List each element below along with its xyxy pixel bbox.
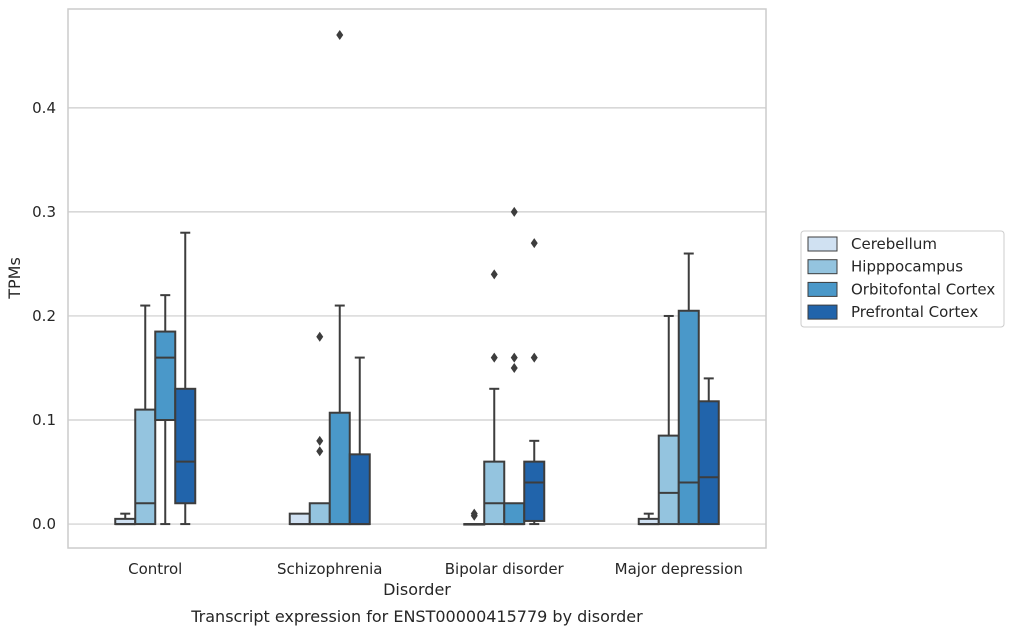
box-group (154, 294, 177, 526)
legend: Cerebellum Hipppocampus Orbitofontal Corte… (800, 230, 1005, 328)
chart-title: Transcript expression for ENST0000041577… (190, 607, 643, 626)
outlier-point (510, 362, 518, 373)
box-group (288, 512, 311, 526)
boxes (114, 30, 720, 526)
x-tick-label: Control (128, 560, 182, 578)
outlier-point (530, 352, 538, 363)
box-group (697, 377, 720, 526)
x-tick-label: Major depression (615, 560, 743, 578)
box (503, 502, 526, 526)
plot-frame (67, 8, 767, 549)
outlier-point (510, 352, 518, 363)
outlier-point (316, 331, 324, 342)
y-axis-ticks: 0.0 0.1 0.2 0.3 0.4 (32, 99, 56, 533)
y-tick-label: 0.2 (32, 307, 56, 325)
box (308, 502, 331, 526)
x-axis-ticks: Control Schizophrenia Bipolar disorder Majo… (128, 560, 743, 578)
box-group (134, 304, 157, 526)
box-group (483, 269, 506, 526)
legend-entries: Cerebellum Hipppocampus Orbitofontal Corte… (807, 235, 995, 321)
box (174, 387, 197, 505)
legend-label: Hipppocampus (851, 258, 963, 276)
box (657, 434, 680, 526)
box-group (348, 356, 371, 526)
box-group (174, 231, 197, 526)
y-tick-label: 0.1 (32, 411, 56, 429)
box-group (523, 238, 546, 526)
box-group (503, 206, 526, 526)
y-tick-label: 0.0 (32, 515, 56, 533)
legend-label: Orbitofontal Cortex (851, 280, 995, 298)
outlier-point (490, 269, 498, 280)
x-axis-title: Disorder (383, 580, 451, 599)
legend-swatch (807, 304, 838, 320)
box (677, 309, 700, 526)
legend-frame (800, 230, 1005, 328)
outlier-point (336, 30, 344, 41)
y-axis-title: TPMs (5, 257, 24, 300)
outlier-point (490, 352, 498, 363)
box (483, 460, 506, 526)
legend-label: Prefrontal Cortex (851, 303, 978, 321)
outlier-point (530, 238, 538, 249)
box (154, 330, 177, 422)
outlier-point (510, 206, 518, 217)
box (288, 512, 311, 526)
outlier-point (316, 435, 324, 446)
legend-swatch (807, 236, 838, 252)
y-tick-label: 0.4 (32, 99, 56, 117)
x-tick-label: Schizophrenia (277, 560, 382, 578)
y-tick-label: 0.3 (32, 203, 56, 221)
box (134, 408, 157, 526)
box (523, 460, 546, 522)
legend-swatch (807, 259, 838, 275)
outlier-point (316, 446, 324, 457)
legend-swatch (807, 281, 838, 297)
box (328, 411, 351, 526)
x-tick-label: Bipolar disorder (445, 560, 565, 578)
box-group (328, 30, 351, 526)
outlier-point (470, 508, 478, 519)
legend-label: Cerebellum (851, 235, 937, 253)
box (348, 453, 371, 526)
box (697, 400, 720, 526)
